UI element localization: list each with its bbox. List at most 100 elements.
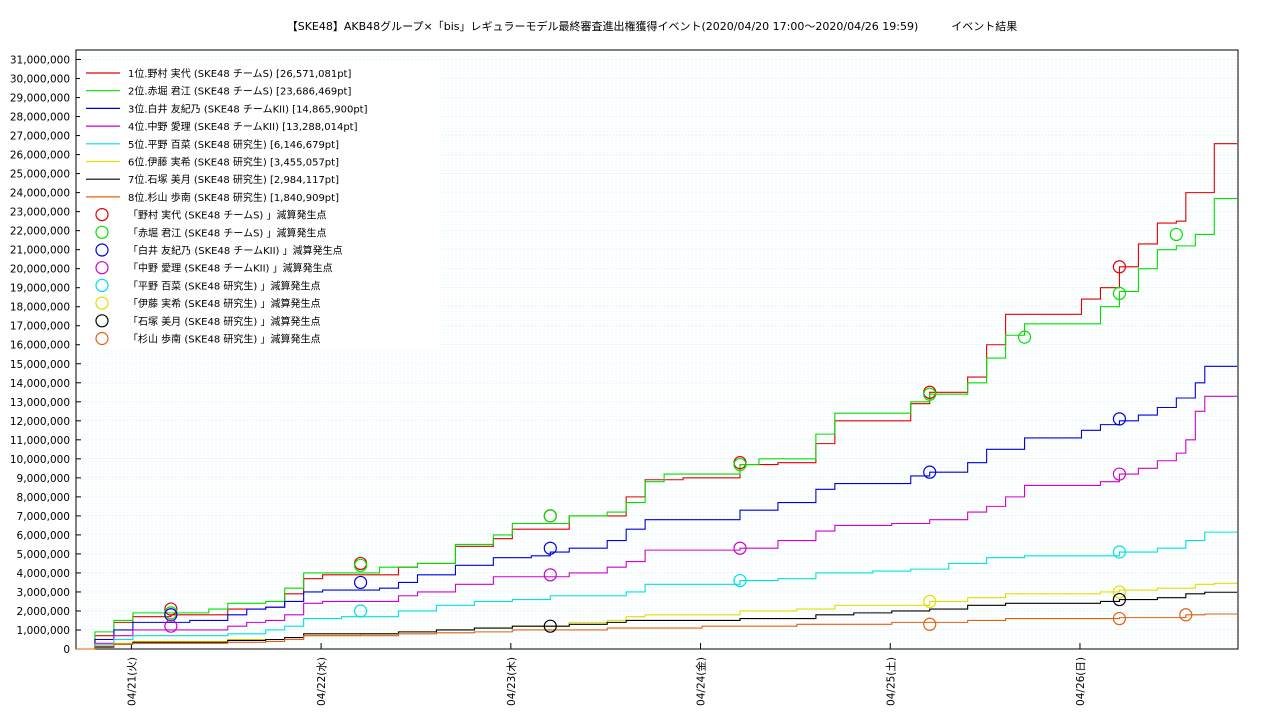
x-tick-label: 04/23(木) <box>506 657 518 706</box>
y-tick-label: 15,000,000 <box>10 359 70 371</box>
y-tick-label: 10,000,000 <box>10 454 70 466</box>
reduction-marker-3 <box>543 541 557 555</box>
reduction-marker-2 <box>1017 330 1032 344</box>
x-tick-label: 04/26(日) <box>1075 657 1087 706</box>
legend-swatch-marker <box>95 331 109 346</box>
y-tick-label: 20,000,000 <box>10 264 70 276</box>
y-tick-label: 8,000,000 <box>17 492 70 504</box>
legend-label: 「石塚 美月 (SKE48 研究生) 」減算発生点 <box>128 315 320 328</box>
reduction-marker-3 <box>923 465 937 479</box>
reduction-marker-6 <box>1112 585 1127 599</box>
reduction-marker-7 <box>543 619 557 633</box>
plot-frame <box>75 49 1239 650</box>
y-tick-label: 26,000,000 <box>10 150 70 162</box>
reduction-marker-3 <box>353 575 368 590</box>
legend-swatch-marker <box>95 261 109 275</box>
y-tick-label: 28,000,000 <box>10 112 70 124</box>
legend-label: 「白井 友紀乃 (SKE48 チームKII) 」減算発生点 <box>128 244 343 257</box>
legend-swatch-marker <box>95 278 109 292</box>
legend-swatch-marker <box>95 208 109 222</box>
reduction-marker-2 <box>1112 286 1127 301</box>
legend-label: 「杉山 歩南 (SKE48 研究生) 」減算発生点 <box>128 333 320 346</box>
x-tick-label: 04/22(水) <box>316 657 328 706</box>
y-tick-label: 6,000,000 <box>17 530 70 542</box>
legend-label: 6位.伊藤 実希 (SKE48 研究生) [3,455,057pt] <box>128 156 339 169</box>
y-tick-label: 31,000,000 <box>10 55 70 67</box>
legend-label: 「赤堀 君江 (SKE48 チームS) 」減算発生点 <box>128 226 327 239</box>
legend-label: 5位.平野 百菜 (SKE48 研究生) [6,146,679pt] <box>128 138 339 151</box>
chart-title: 【SKE48】AKB48グループ×「bis」レギュラーモデル最終審査進出権獲得イ… <box>287 19 1018 33</box>
y-tick-label: 5,000,000 <box>17 549 70 561</box>
reduction-marker-5 <box>1112 545 1127 559</box>
reduction-marker-4 <box>733 541 747 555</box>
x-tick-label: 04/24(金) <box>695 657 708 706</box>
y-tick-label: 27,000,000 <box>10 131 70 143</box>
y-tick-label: 11,000,000 <box>10 435 70 447</box>
reduction-marker-1 <box>1112 260 1127 274</box>
reduction-marker-8 <box>1179 608 1193 622</box>
reduction-marker-4 <box>1112 467 1127 481</box>
reduction-marker-4 <box>543 568 557 582</box>
series-lines <box>76 143 1238 650</box>
y-tick-label: 21,000,000 <box>10 245 70 257</box>
reduction-marker-2 <box>543 509 557 523</box>
y-tick-label: 9,000,000 <box>17 473 70 485</box>
y-tick-label: 3,000,000 <box>17 587 70 599</box>
y-tick-label: 29,000,000 <box>10 93 70 105</box>
reduction-marker-6 <box>923 594 937 609</box>
y-tick-label: 14,000,000 <box>10 378 70 390</box>
y-tick-label: 1,000,000 <box>17 625 70 637</box>
reduction-marker-2 <box>1169 227 1183 242</box>
legend-label: 「伊藤 実希 (SKE48 研究生) 」減算発生点 <box>128 297 320 310</box>
x-tick-label: 04/21(火) <box>126 657 138 706</box>
legend-box <box>80 62 440 348</box>
legend: 1位.野村 実代 (SKE48 チームS) [26,571,081pt] 2位.赤… <box>80 62 440 348</box>
legend-swatch-marker <box>95 296 109 310</box>
reduction-marker-8 <box>923 617 937 631</box>
y-tick-label: 23,000,000 <box>10 207 70 219</box>
reduction-marker-2 <box>353 558 368 572</box>
reduction-marker-5 <box>733 573 747 588</box>
y-tick-label: 13,000,000 <box>10 397 70 409</box>
series-line-8 <box>76 613 1238 650</box>
reduction-marker-8 <box>1112 611 1127 626</box>
y-tick-label: 24,000,000 <box>10 188 70 200</box>
y-tick-label: 19,000,000 <box>10 283 70 295</box>
y-tick-label: 4,000,000 <box>17 568 70 580</box>
y-tick-label: 22,000,000 <box>10 226 70 238</box>
y-tick-label: 7,000,000 <box>17 511 70 523</box>
reduction-marker-4 <box>164 619 178 633</box>
y-tick-label: 30,000,000 <box>10 74 70 86</box>
reduction-marker-7 <box>1112 592 1127 607</box>
y-tick-label: 0 <box>63 644 70 656</box>
y-tick-label: 25,000,000 <box>10 169 70 181</box>
legend-label: 3位.白井 友紀乃 (SKE48 チームKII) [14,865,900pt] <box>128 102 368 115</box>
legend-label: 「平野 百菜 (SKE48 研究生) 」減算発生点 <box>128 279 320 292</box>
legend-label: 1位.野村 実代 (SKE48 チームS) [26,571,081pt] <box>128 67 351 80</box>
x-tick-label: 04/25(土) <box>884 657 897 706</box>
legend-swatch-marker <box>95 243 109 257</box>
legend-label: 「中野 愛理 (SKE48 チームKII) 」減算発生点 <box>128 262 333 275</box>
reduction-marker-2 <box>733 457 747 472</box>
reduction-marker-1 <box>164 602 178 616</box>
legend-label: 4位.中野 愛理 (SKE48 チームKII) [13,288,014pt] <box>128 120 358 133</box>
legend-label: 「野村 実代 (SKE48 チームS) 」減算発生点 <box>128 209 327 222</box>
reduction-marker-2 <box>923 387 937 401</box>
y-tick-label: 17,000,000 <box>10 321 70 333</box>
series-line-3 <box>76 365 1238 650</box>
series-line-7 <box>76 591 1238 650</box>
reduction-markers <box>164 227 1193 633</box>
legend-swatch-marker <box>95 314 109 328</box>
legend-label: 2位.赤堀 君江 (SKE48 チームS) [23,686,469pt] <box>128 85 351 98</box>
legend-swatch-marker <box>95 225 109 239</box>
y-tick-label: 12,000,000 <box>10 416 70 428</box>
reduction-marker-3 <box>1112 412 1127 426</box>
legend-label: 7位.石塚 美月 (SKE48 研究生) [2,984,117pt] <box>128 173 339 186</box>
series-line-5 <box>76 531 1238 650</box>
series-line-2 <box>76 198 1238 650</box>
y-tick-label: 2,000,000 <box>17 606 70 618</box>
y-tick-label: 18,000,000 <box>10 302 70 314</box>
legend-label: 8位.杉山 歩南 (SKE48 研究生) [1,840,909pt] <box>128 191 339 204</box>
